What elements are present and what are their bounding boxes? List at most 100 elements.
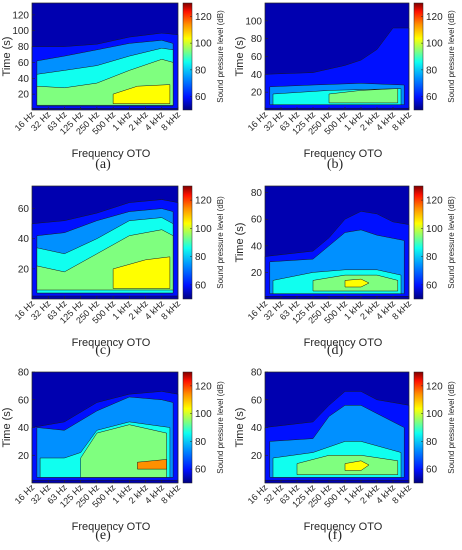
y-tick-label: 80 <box>251 188 263 199</box>
x-tick-label: 8 kHz <box>390 482 414 506</box>
y-tick-label: 100 <box>12 26 29 37</box>
x-axis-label: Frequency OTO <box>304 148 383 160</box>
x-tick-label: 8 kHz <box>159 109 183 133</box>
contour-region <box>112 256 171 289</box>
y-tick-label: 40 <box>18 74 30 85</box>
colorbar-tick-label: 100 <box>195 409 212 420</box>
y-tick-label: 20 <box>18 451 30 462</box>
x-tick-label: 8 kHz <box>159 298 183 322</box>
colorbar-tick-label: 60 <box>195 280 207 291</box>
x-axis-label: Frequency OTO <box>304 521 383 533</box>
colorbar-tick-label: 100 <box>426 39 443 50</box>
colorbar-tick-label: 80 <box>426 437 438 448</box>
contour-region <box>137 459 167 470</box>
x-tick-label: 8 kHz <box>390 109 414 133</box>
x-tick-label: 8 kHz <box>390 298 414 322</box>
colorbar <box>182 2 193 111</box>
colorbar-tick-label: 100 <box>426 224 443 235</box>
colorbar-label: Sound pressure level (dB) <box>216 196 225 289</box>
contour-region <box>344 460 370 471</box>
y-tick-label: 60 <box>251 215 263 226</box>
panel-caption: (a) <box>95 157 111 172</box>
y-tick-label: 40 <box>251 241 263 252</box>
colorbar-tick-label: 60 <box>426 280 438 291</box>
panel-caption: (f) <box>328 528 342 543</box>
colorbar <box>182 371 193 484</box>
panel-caption: (b) <box>327 157 344 172</box>
colorbar-tick-label: 100 <box>195 224 212 235</box>
colorbar-tick-label: 120 <box>195 12 212 23</box>
colorbar-tick-label: 80 <box>195 65 207 76</box>
colorbar-tick-label: 60 <box>426 465 438 476</box>
colorbar-tick-label: 60 <box>426 92 438 103</box>
colorbar-label: Sound pressure level (dB) <box>447 381 456 474</box>
y-axis-label: Time (s) <box>1 408 13 448</box>
colorbar-label: Sound pressure level (dB) <box>216 10 225 103</box>
x-axis-label: Frequency OTO <box>72 148 151 160</box>
y-tick-label: 20 <box>18 264 30 275</box>
axes-box <box>31 185 179 300</box>
y-axis-label: Time (s) <box>234 37 246 77</box>
colorbar-tick-label: 100 <box>426 409 443 420</box>
colorbar-tick-label: 120 <box>195 196 212 207</box>
colorbar-tick-label: 60 <box>195 92 207 103</box>
colorbar-tick-label: 60 <box>195 465 207 476</box>
colorbar-tick-label: 120 <box>426 12 443 23</box>
y-tick-label: 60 <box>18 58 30 69</box>
y-tick-label: 60 <box>18 395 30 406</box>
y-tick-label: 80 <box>251 34 263 45</box>
colorbar-tick-label: 80 <box>426 65 438 76</box>
y-tick-label: 40 <box>251 423 263 434</box>
colorbar-tick-label: 80 <box>195 437 207 448</box>
colorbar-tick-label: 80 <box>195 252 207 263</box>
contour-region <box>344 278 370 288</box>
y-tick-label: 40 <box>251 70 263 81</box>
y-tick-label: 20 <box>251 268 263 279</box>
y-axis-label: Time (s) <box>234 223 246 263</box>
y-axis-label: Time (s) <box>234 408 246 448</box>
colorbar-tick-label: 120 <box>195 381 212 392</box>
y-tick-label: 100 <box>245 16 262 27</box>
axes-box <box>31 2 179 111</box>
y-tick-label: 120 <box>12 10 29 21</box>
colorbar <box>413 371 424 484</box>
y-tick-label: 60 <box>251 52 263 63</box>
x-axis-label: Frequency OTO <box>72 337 151 349</box>
y-tick-label: 40 <box>18 234 30 245</box>
panel-caption: (d) <box>327 343 344 358</box>
panel-caption: (c) <box>95 343 111 358</box>
colorbar <box>413 185 424 300</box>
colorbar-label: Sound pressure level (dB) <box>447 10 456 103</box>
colorbar <box>413 2 424 111</box>
y-tick-label: 80 <box>18 42 30 53</box>
y-tick-label: 20 <box>18 90 30 101</box>
y-tick-label: 20 <box>251 451 263 462</box>
colorbar-tick-label: 120 <box>426 381 443 392</box>
x-axis-label: Frequency OTO <box>304 337 383 349</box>
colorbar-tick-label: 100 <box>195 39 212 50</box>
y-tick-label: 80 <box>18 368 30 379</box>
contour-region <box>328 88 399 104</box>
y-tick-label: 20 <box>251 88 263 99</box>
y-tick-label: 60 <box>251 395 263 406</box>
colorbar-label: Sound pressure level (dB) <box>447 196 456 289</box>
colorbar-tick-label: 80 <box>426 252 438 263</box>
colorbar-label: Sound pressure level (dB) <box>216 381 225 474</box>
axes-box <box>264 185 410 300</box>
colorbar <box>182 185 193 300</box>
y-axis-label: Time (s) <box>1 37 13 77</box>
panel-caption: (e) <box>95 528 111 543</box>
contour-region <box>112 84 171 104</box>
y-tick-label: 60 <box>18 204 30 215</box>
x-axis-label: Frequency OTO <box>72 521 151 533</box>
y-tick-label: 40 <box>18 423 30 434</box>
x-tick-label: 8 kHz <box>159 482 183 506</box>
colorbar-tick-label: 120 <box>426 196 443 207</box>
